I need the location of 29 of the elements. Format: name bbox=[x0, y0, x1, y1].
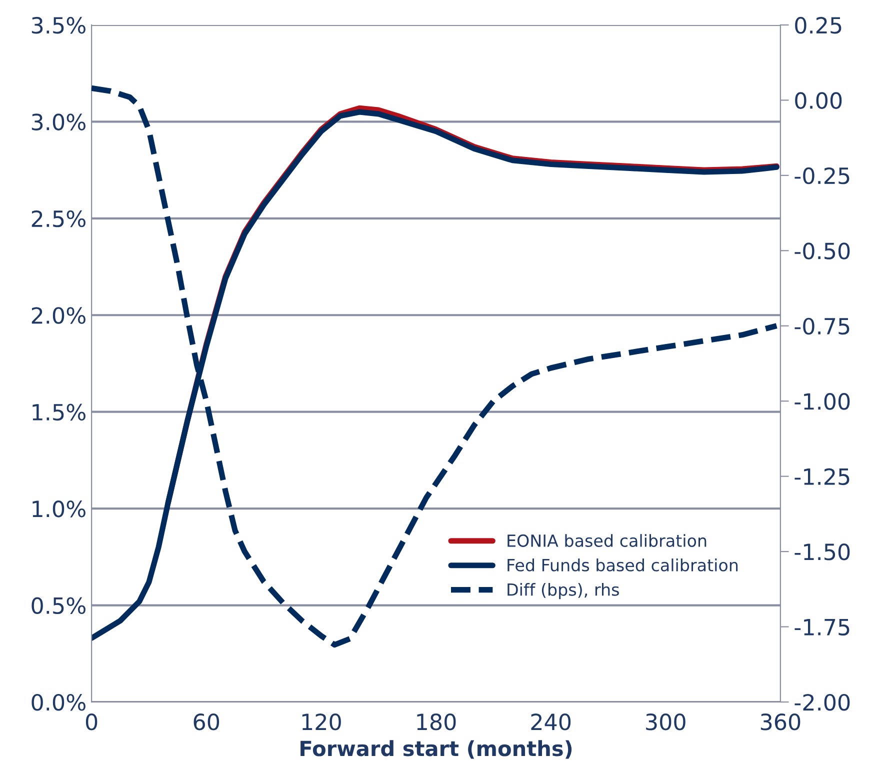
y-tick-label: 2.5% bbox=[32, 210, 86, 228]
y-tick-label: 1.0% bbox=[32, 500, 86, 518]
x-axis-title: Forward start (months) bbox=[300, 740, 572, 759]
y-tick-label: 0.0% bbox=[32, 694, 86, 711]
x-tick-label: 60 bbox=[194, 714, 220, 730]
y-tick-label: 0.5% bbox=[32, 597, 86, 614]
y2-tick-label: -0.50 bbox=[794, 242, 850, 260]
y-tick-label: 3.5% bbox=[32, 16, 86, 34]
y2-tick-label: -1.75 bbox=[794, 619, 850, 636]
y2-tick-label: -1.00 bbox=[794, 393, 850, 410]
legend-label: EONIA based calibration bbox=[508, 534, 706, 547]
y-tick-label: 3.0% bbox=[32, 114, 86, 130]
x-tick-label: 240 bbox=[531, 714, 571, 730]
y2-tick-label: -2.00 bbox=[794, 694, 850, 711]
legend-label: Fed Funds based calibration bbox=[508, 558, 738, 572]
x-tick-label: 300 bbox=[646, 714, 686, 730]
x-tick-label: 360 bbox=[760, 714, 800, 730]
y-tick-label: 1.5% bbox=[32, 404, 86, 421]
y2-tick-label: -1.50 bbox=[794, 543, 850, 560]
y-tick-label: 2.0% bbox=[32, 307, 86, 324]
x-tick-label: 180 bbox=[417, 714, 456, 730]
y2-tick-label: -0.75 bbox=[794, 318, 850, 335]
y2-tick-label: 0.00 bbox=[795, 92, 842, 109]
y2-tick-label: -0.25 bbox=[794, 167, 850, 184]
y2-tick-label: 0.25 bbox=[795, 16, 842, 34]
x-tick-label: 120 bbox=[302, 714, 341, 730]
legend-label: Diff (bps), rhs bbox=[508, 582, 619, 600]
y2-tick-label: -1.25 bbox=[794, 468, 850, 486]
x-tick-label: 0 bbox=[86, 714, 98, 730]
